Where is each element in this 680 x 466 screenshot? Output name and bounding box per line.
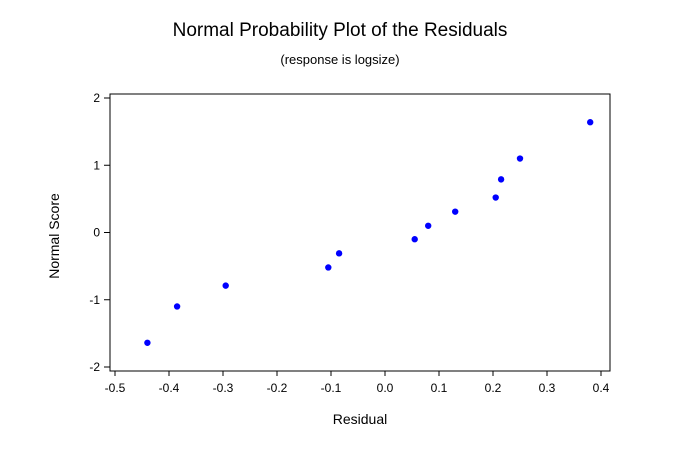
data-point [411, 236, 418, 243]
x-axis-title: Residual [333, 411, 387, 427]
data-point [335, 250, 343, 257]
data-point [516, 155, 524, 162]
y-tick-label: 2 [93, 91, 100, 105]
y-axis: -2 -1 0 1 2 [89, 91, 110, 374]
x-tick-label: -0.5 [105, 381, 126, 395]
chart-title: Normal Probability Plot of the Residuals [172, 20, 508, 41]
y-tick-label: 0 [93, 226, 100, 240]
y-tick-label: -2 [89, 360, 100, 374]
plot-frame [109, 93, 611, 372]
x-tick-label: 0.2 [485, 381, 502, 395]
data-points [144, 119, 594, 346]
x-tick-label: -0.3 [213, 381, 234, 395]
data-point [325, 264, 332, 271]
x-tick-label: -0.4 [159, 381, 180, 395]
x-tick-label: -0.2 [267, 381, 288, 395]
x-tick-label: 0.1 [431, 381, 448, 395]
data-point [452, 208, 459, 215]
y-axis-title: Normal Score [46, 193, 62, 279]
data-point [587, 119, 594, 126]
x-tick-label: -0.1 [321, 381, 342, 395]
y-tick-label: -1 [89, 293, 100, 307]
chart-subtitle: (response is logsize) [280, 52, 400, 67]
data-point [222, 282, 229, 289]
data-point [497, 176, 505, 183]
x-tick-label: 0.3 [539, 381, 556, 395]
x-tick-label: 0.0 [377, 381, 394, 395]
data-point [425, 222, 432, 229]
data-point [173, 303, 181, 310]
data-point [492, 194, 499, 201]
x-axis: -0.5 -0.4 -0.3 -0.2 -0.1 0.0 0.1 0.2 0.3 0.4 [105, 371, 610, 395]
x-tick-label: 0.4 [593, 381, 610, 395]
y-tick-label: 1 [93, 158, 100, 172]
data-point [144, 339, 151, 346]
